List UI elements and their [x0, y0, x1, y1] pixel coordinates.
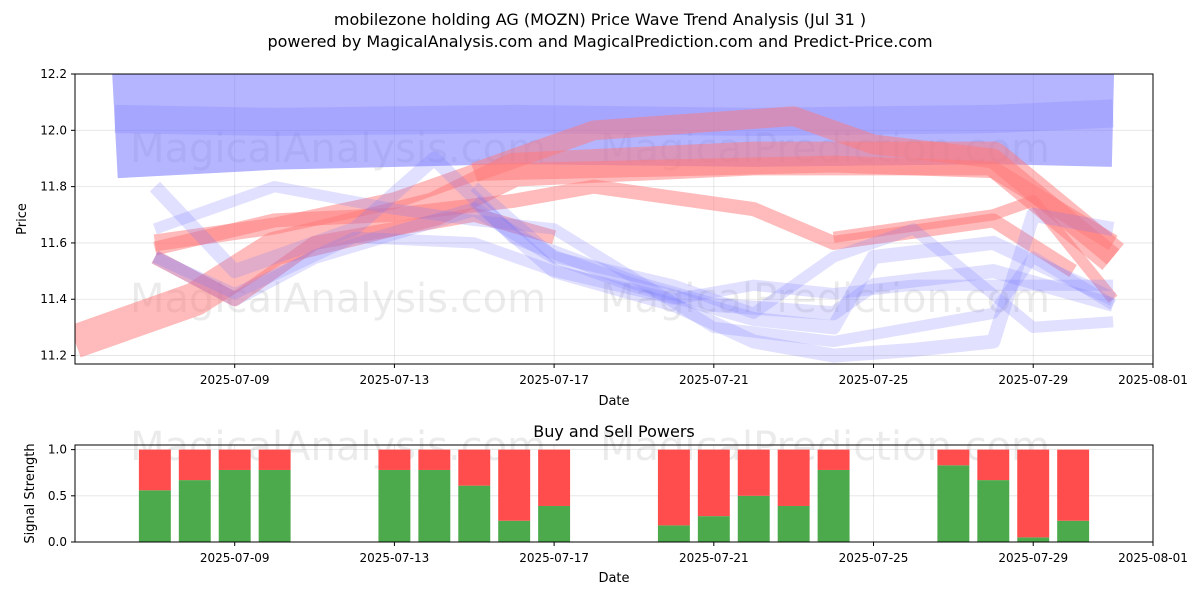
buy-bar: [777, 505, 810, 542]
plot-frame: [74, 73, 1154, 365]
x-tick-label: 2025-07-09: [200, 373, 270, 387]
sell-bar: [657, 449, 690, 526]
bar-y-axis-label: Signal Strength: [23, 443, 38, 543]
y-tick-label: 1.0: [48, 443, 67, 457]
buy-bar: [418, 469, 451, 542]
y-tick-label: 11.4: [40, 292, 67, 306]
wave-band-blue: [469, 195, 1115, 363]
y-tick-label: 12.2: [40, 67, 67, 81]
sell-bar: [817, 449, 850, 470]
buy-bar: [138, 490, 171, 542]
wave-band-red: [832, 195, 1118, 303]
sell-bar: [977, 449, 1010, 481]
y-tick-label: 11.6: [40, 236, 67, 250]
buy-bar: [697, 516, 730, 542]
buy-bar: [458, 485, 491, 542]
sell-bar: [378, 449, 411, 470]
chart-subtitle: powered by MagicalAnalysis.com and Magic…: [267, 32, 933, 51]
buy-bar: [378, 469, 411, 542]
x-tick-label: 2025-07-25: [839, 373, 909, 387]
x-tick-label: 2025-07-13: [360, 373, 430, 387]
x-tick-label: 2025-08-01: [1118, 373, 1188, 387]
x-tick-label: 2025-07-29: [998, 551, 1068, 565]
buy-bar: [498, 520, 531, 542]
x-tick-label: 2025-07-29: [998, 373, 1068, 387]
sell-bar: [258, 449, 291, 470]
x-tick-label: 2025-07-21: [679, 551, 749, 565]
wave-band-red: [151, 207, 557, 307]
wave-band-blue: [152, 231, 1114, 305]
buy-bar: [977, 480, 1010, 542]
sell-bar: [218, 449, 251, 470]
wave-band-blue: [151, 202, 1117, 335]
wave-bands: [75, 74, 1124, 363]
buy-bar: [937, 465, 970, 542]
sell-bar: [1017, 449, 1050, 538]
sell-bar: [458, 449, 491, 486]
x-axis-label: Date: [598, 394, 629, 409]
chart-title: mobilezone holding AG (MOZN) Price Wave …: [333, 10, 867, 29]
wave-band-blue: [149, 151, 1116, 321]
sell-bar: [178, 449, 211, 481]
sell-bar: [777, 449, 810, 506]
sell-bar: [138, 449, 171, 491]
y-tick-label: 11.2: [40, 349, 67, 363]
buy-bar: [218, 469, 251, 542]
buy-bar: [258, 469, 291, 542]
buy-bar: [737, 495, 770, 542]
y-tick-label: 12.0: [40, 123, 67, 137]
wave-band-blue: [112, 74, 1115, 179]
sell-bar: [538, 449, 571, 506]
buy-bar: [817, 469, 850, 542]
watermark-text: MagicalPrediction.com: [600, 276, 1050, 322]
x-tick-label: 2025-08-01: [1118, 551, 1188, 565]
x-tick-label: 2025-07-09: [200, 551, 270, 565]
x-tick-label: 2025-07-25: [839, 551, 909, 565]
sell-bar: [498, 449, 531, 521]
x-tick-label: 2025-07-21: [679, 373, 749, 387]
buy-bar: [178, 480, 211, 542]
y-tick-label: 0.5: [48, 489, 67, 503]
sell-bar: [697, 449, 730, 517]
x-tick-label: 2025-07-17: [519, 551, 589, 565]
buy-bar: [1057, 520, 1090, 542]
bar-x-axis-label: Date: [598, 571, 629, 586]
sell-bar: [1057, 449, 1090, 521]
x-tick-label: 2025-07-17: [519, 373, 589, 387]
buy-bar: [657, 525, 690, 542]
wave-band-blue: [153, 180, 1116, 348]
y-tick-label: 0.0: [48, 535, 67, 549]
buy-bar: [538, 505, 571, 542]
sell-bar: [937, 449, 970, 466]
wave-band-blue: [470, 182, 1114, 334]
y-axis-label: Price: [15, 203, 30, 235]
bar-chart-title: Buy and Sell Powers: [533, 422, 695, 441]
bar-plot-frame: [74, 444, 1154, 543]
sell-bar: [737, 449, 770, 496]
x-tick-label: 2025-07-13: [360, 551, 430, 565]
buy-bar: [1017, 537, 1050, 542]
sell-bar: [418, 449, 451, 470]
y-tick-label: 11.8: [40, 180, 67, 194]
